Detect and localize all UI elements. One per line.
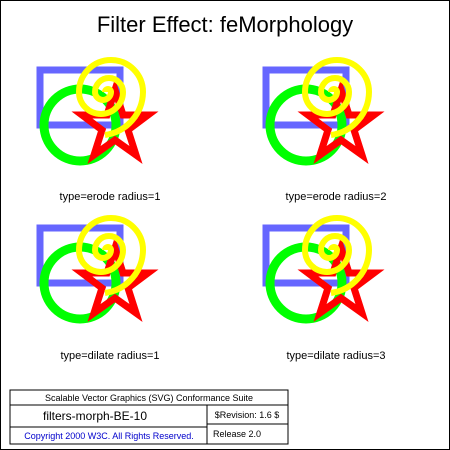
legend-suite-title: Scalable Vector Graphics (SVG) Conforman… bbox=[45, 393, 253, 403]
caption-dilate-radius-1: type=dilate radius=1 bbox=[60, 350, 159, 362]
panel-erode-radius-1: type=erode radius=1 bbox=[40, 60, 160, 203]
caption-erode-radius-1: type=erode radius=1 bbox=[60, 191, 161, 203]
caption-erode-radius-2: type=erode radius=2 bbox=[286, 191, 387, 203]
panel-erode-radius-2: type=erode radius=2 bbox=[266, 60, 386, 203]
panel-dilate-radius-3: type=dilate radius=3 bbox=[266, 218, 386, 362]
page-title: Filter Effect: feMorphology bbox=[97, 12, 353, 37]
legend-revision: $Revision: 1.6 $ bbox=[215, 410, 280, 420]
caption-dilate-radius-3: type=dilate radius=3 bbox=[286, 350, 385, 362]
panel-dilate-radius-1: type=dilate radius=1 bbox=[40, 218, 160, 362]
legend-test-name: filters-morph-BE-10 bbox=[43, 409, 147, 423]
legend-release: Release 2.0 bbox=[213, 429, 261, 439]
legend-copyright[interactable]: Copyright 2000 W3C. All Rights Reserved. bbox=[24, 431, 194, 441]
legend-box: Scalable Vector Graphics (SVG) Conforman… bbox=[9, 389, 289, 445]
